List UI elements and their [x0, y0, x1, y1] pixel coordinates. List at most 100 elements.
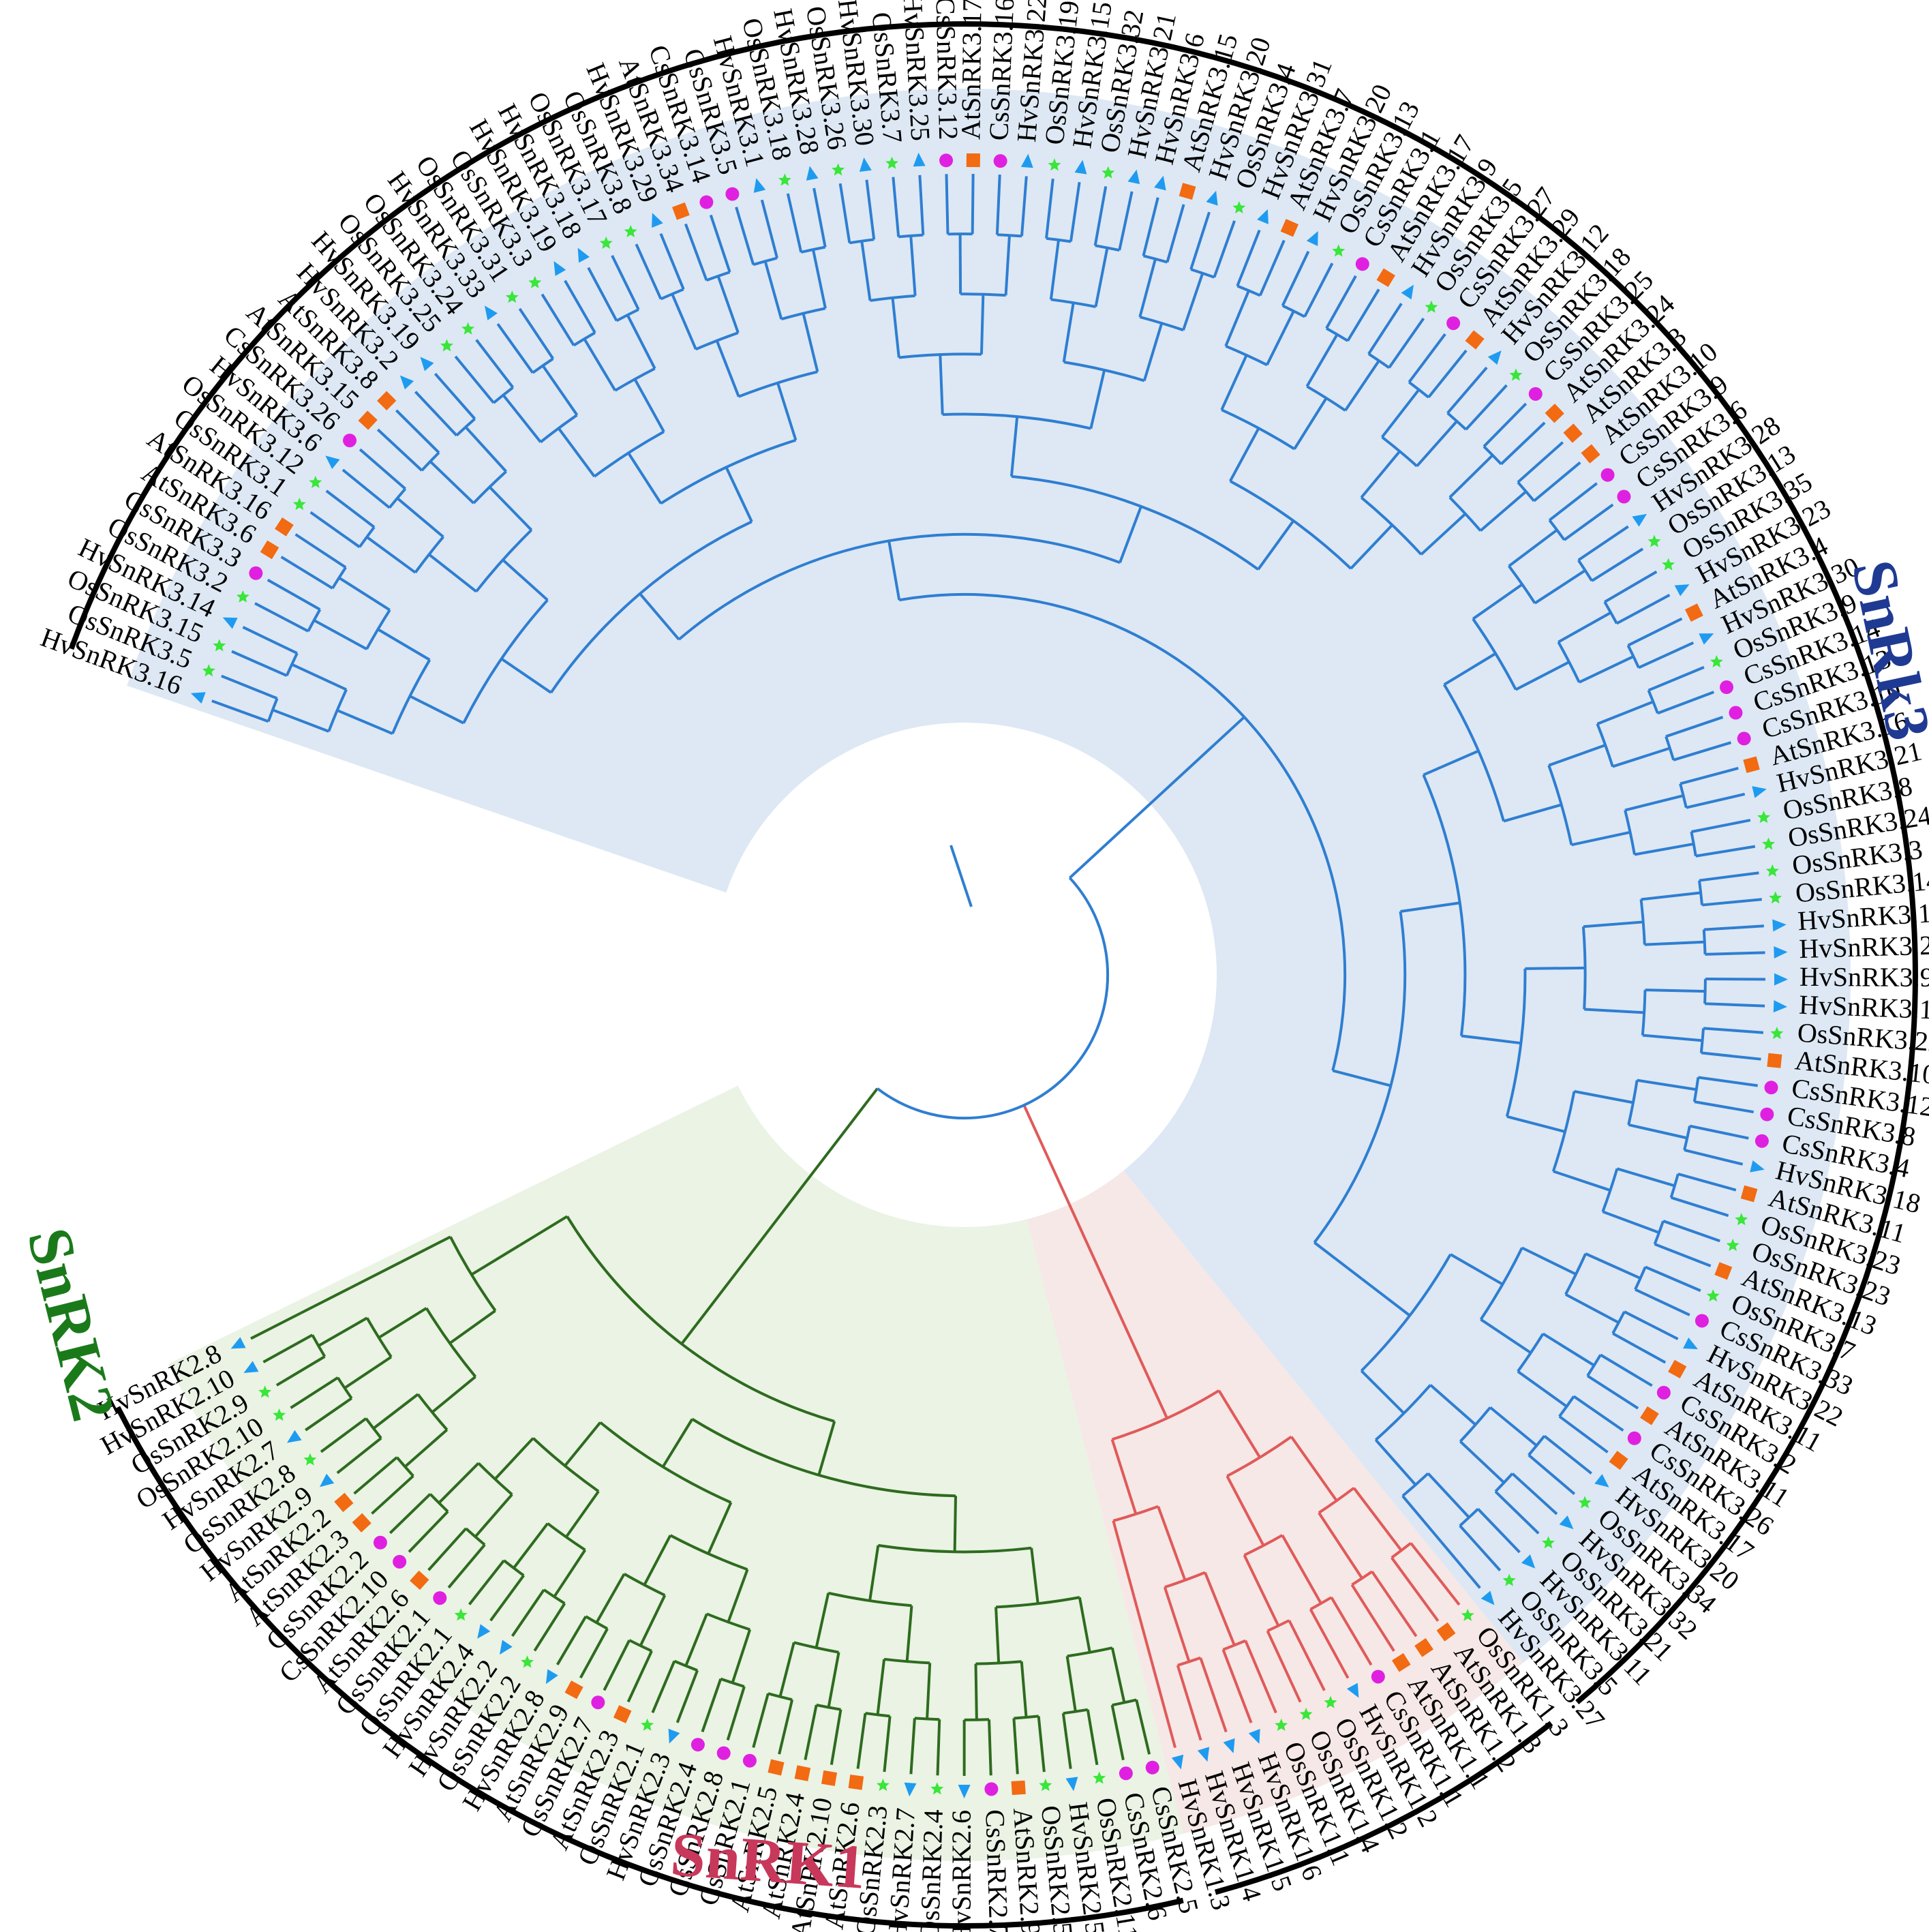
branch-snrk1: [1157, 1506, 1187, 1581]
root-arc: [876, 877, 1110, 1120]
branch-snrk3: [1680, 766, 1739, 785]
leaf-label: HvSnRK3.10: [1798, 989, 1929, 1025]
branch-snrk3: [1446, 366, 1488, 414]
branch-snrk2: [626, 1650, 653, 1703]
branch-snrk3: [1585, 1252, 1641, 1280]
species-marker-cs: [742, 1753, 757, 1768]
species-marker-at: [1545, 404, 1564, 423]
branch-snrk3: [635, 243, 663, 300]
branch-snrk3: [786, 193, 803, 253]
branch-snrk2: [876, 1659, 886, 1715]
branch-snrk3: [502, 394, 542, 443]
branch-snrk3: [1089, 369, 1106, 429]
branch-snrk3: [865, 179, 876, 240]
branch-snrk3: [659, 233, 685, 290]
species-marker-at: [821, 1770, 838, 1786]
branch-snrk3: [1627, 617, 1683, 647]
species-marker-hv: [545, 1669, 558, 1685]
branch-arc-snrk2: [793, 1641, 839, 1654]
branch-snrk3: [309, 511, 361, 549]
branch-snrk2: [389, 1493, 431, 1535]
branch-snrk3: [1642, 1033, 1703, 1042]
branch-snrk3: [715, 339, 740, 397]
branch-snrk3: [909, 235, 917, 297]
species-marker-at: [1714, 1262, 1733, 1280]
branch-arc-snrk3: [1446, 412, 1468, 431]
branch-snrk3: [1465, 384, 1508, 431]
branch-snrk2: [493, 1437, 534, 1481]
branch-snrk2: [518, 1215, 568, 1247]
root-stem: [950, 845, 973, 907]
branch-snrk2: [533, 1603, 566, 1652]
branch-snrk2: [909, 1718, 916, 1775]
branch-snrk3: [860, 241, 872, 301]
branch-snrk2: [447, 1543, 486, 1589]
species-markers: [190, 152, 1788, 1798]
species-marker-cs: [1119, 1766, 1133, 1781]
species-marker-os: [292, 498, 306, 511]
branch-snrk2: [250, 1312, 302, 1340]
branch-arc-snrk3: [327, 689, 348, 732]
branch-snrk3: [1045, 178, 1054, 239]
branch-snrk3: [1293, 397, 1328, 450]
species-marker-hv: [485, 305, 498, 320]
branch-arc-snrk3: [1603, 601, 1618, 624]
branch-snrk3: [1350, 524, 1393, 570]
branch-snrk3: [1367, 303, 1403, 355]
species-marker-os: [1048, 158, 1061, 171]
branch-snrk2: [651, 1660, 676, 1714]
branch-snrk3: [1578, 655, 1635, 684]
branch-snrk2: [974, 1663, 978, 1720]
branch-snrk2: [684, 1613, 708, 1667]
branch-snrk3: [1533, 461, 1581, 502]
branch-snrk2: [275, 1355, 326, 1387]
branch-snrk1: [1163, 1586, 1191, 1663]
branch-snrk3: [1543, 1434, 1592, 1475]
species-marker-os: [1232, 201, 1246, 213]
species-marker-hv: [806, 166, 819, 181]
branch-snrk3: [1344, 359, 1380, 412]
species-marker-hv: [1257, 209, 1269, 224]
branch-arc-snrk1: [1266, 1619, 1290, 1633]
branch-snrk3: [1616, 1167, 1675, 1188]
species-marker-hv: [1487, 350, 1502, 365]
branch-snrk2: [595, 1573, 626, 1624]
branch-snrk3: [1420, 513, 1467, 556]
branch-snrk1: [1352, 1487, 1403, 1552]
species-marker-cs: [1764, 1081, 1778, 1095]
branch-snrk3: [626, 314, 656, 369]
branch-snrk3: [1525, 966, 1585, 970]
species-marker-cs: [690, 1738, 705, 1752]
branch-snrk3: [1443, 652, 1497, 686]
branch-snrk3: [1427, 349, 1468, 399]
branch-snrk3: [1009, 416, 1019, 477]
species-marker-hv: [1559, 1515, 1574, 1530]
branch-snrk3: [1429, 1384, 1477, 1426]
species-marker-at: [1465, 330, 1485, 350]
species-marker-cs: [1617, 489, 1631, 504]
branch-arc-snrk3: [455, 417, 476, 437]
branch-arc-snrk2: [768, 1692, 793, 1702]
species-marker-hv: [1699, 633, 1714, 645]
branch-snrk3: [633, 378, 665, 433]
branch-snrk2: [336, 1437, 382, 1475]
species-marker-os: [778, 173, 791, 186]
branch-snrk3: [464, 426, 507, 472]
species-marker-hv: [319, 1473, 335, 1488]
root-branch-snrk2: [680, 1087, 879, 1345]
branch-arc-snrk3: [1508, 565, 1536, 604]
leaf-label: CsSnRK3.16: [983, 0, 1020, 141]
branch-snrk3: [1511, 1473, 1558, 1515]
branch-snrk3: [979, 294, 985, 354]
species-marker-hv: [1346, 1682, 1359, 1698]
branch-snrk2: [399, 1235, 451, 1264]
branch-snrk2: [318, 1316, 368, 1347]
branch-snrk2: [378, 1307, 427, 1339]
species-marker-os: [303, 1453, 317, 1466]
branch-snrk1: [1318, 1512, 1363, 1580]
branch-snrk2: [726, 1686, 746, 1741]
species-marker-at: [260, 540, 279, 560]
branch-snrk1: [1176, 1665, 1202, 1741]
branch-snrk3: [1558, 1415, 1609, 1453]
branch-snrk3: [1440, 1541, 1481, 1589]
